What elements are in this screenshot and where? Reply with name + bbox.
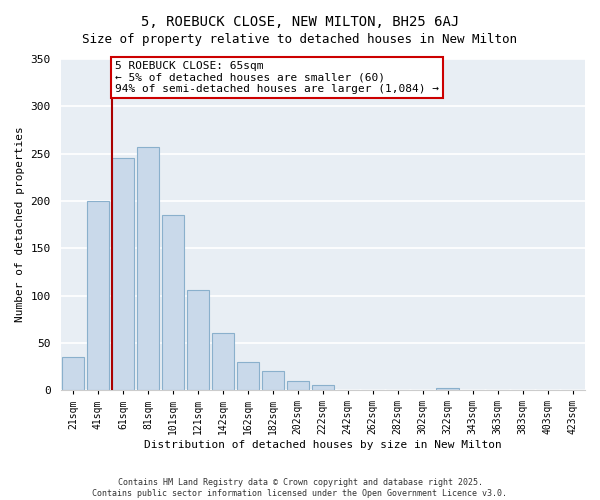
Bar xyxy=(137,147,159,390)
Bar xyxy=(161,215,184,390)
Bar xyxy=(112,158,134,390)
Bar xyxy=(62,357,84,390)
Bar xyxy=(87,201,109,390)
Y-axis label: Number of detached properties: Number of detached properties xyxy=(15,126,25,322)
Text: 5, ROEBUCK CLOSE, NEW MILTON, BH25 6AJ: 5, ROEBUCK CLOSE, NEW MILTON, BH25 6AJ xyxy=(141,15,459,29)
Bar xyxy=(436,388,459,390)
X-axis label: Distribution of detached houses by size in New Milton: Distribution of detached houses by size … xyxy=(144,440,502,450)
Bar xyxy=(287,380,309,390)
Bar xyxy=(311,386,334,390)
Bar xyxy=(187,290,209,390)
Text: 5 ROEBUCK CLOSE: 65sqm
← 5% of detached houses are smaller (60)
94% of semi-deta: 5 ROEBUCK CLOSE: 65sqm ← 5% of detached … xyxy=(115,61,439,94)
Text: Size of property relative to detached houses in New Milton: Size of property relative to detached ho… xyxy=(83,32,517,46)
Bar xyxy=(212,334,234,390)
Text: Contains HM Land Registry data © Crown copyright and database right 2025.
Contai: Contains HM Land Registry data © Crown c… xyxy=(92,478,508,498)
Bar xyxy=(262,371,284,390)
Bar xyxy=(236,362,259,390)
